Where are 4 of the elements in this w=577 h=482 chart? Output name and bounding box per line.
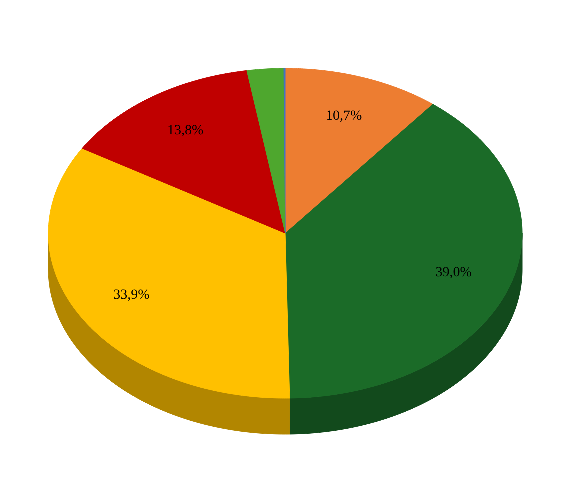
data-label: 39,0% <box>436 266 472 281</box>
data-label: 10,7% <box>326 109 363 124</box>
data-label: 13,8% <box>168 124 204 139</box>
data-label: 33,9% <box>114 288 150 303</box>
